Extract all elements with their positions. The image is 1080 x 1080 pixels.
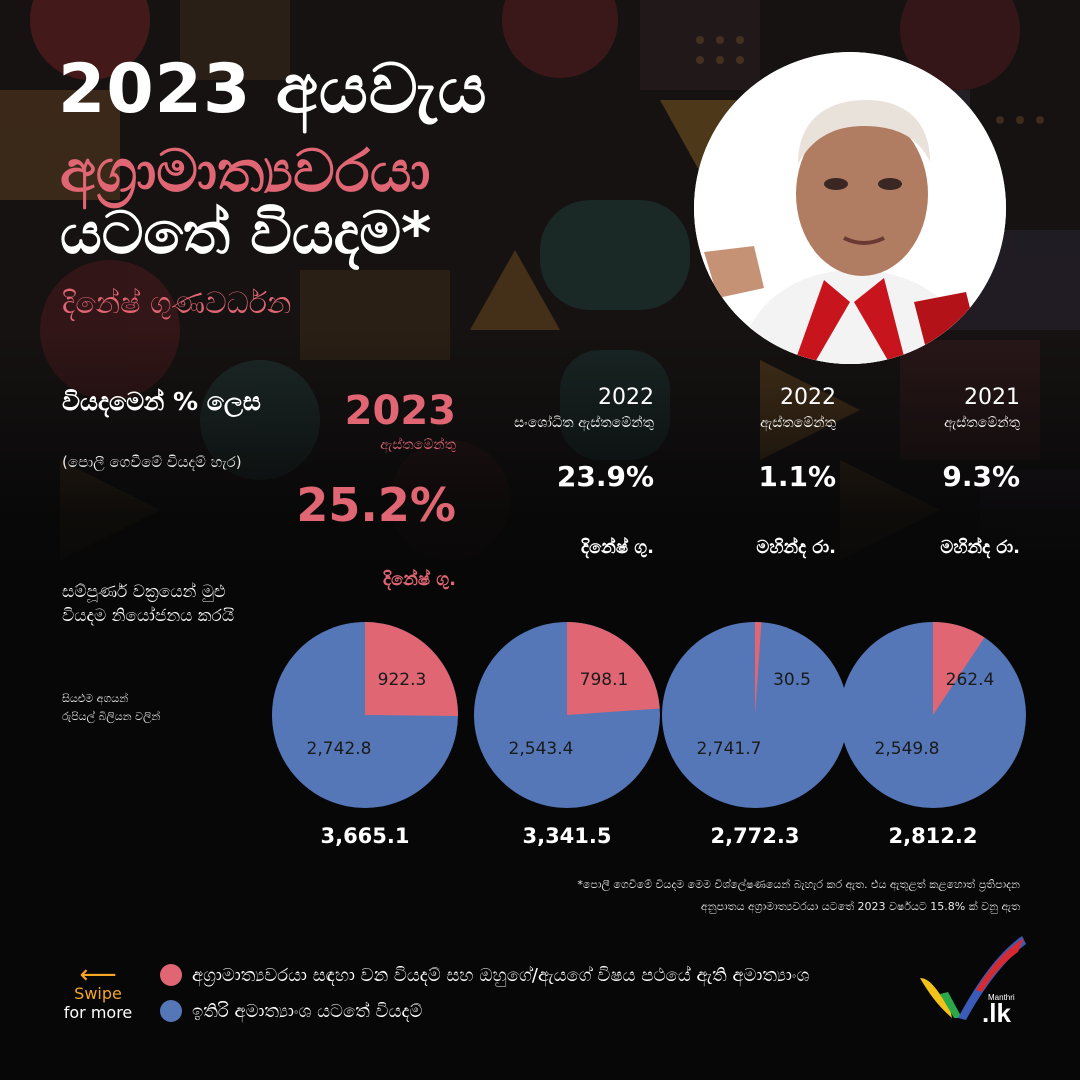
column-leader: මහින්ද රා. [756, 537, 836, 558]
column-leader: දිනේෂ් ගු. [382, 569, 456, 590]
arrow-left-icon: ⟵ [79, 960, 117, 990]
manthri-logo: Manthri .lk [920, 936, 1026, 1024]
column-percent: 23.9% [556, 460, 654, 493]
column-percent: 25.2% [296, 478, 456, 532]
pie-label-pm: 922.3 [378, 670, 427, 690]
footnote-line-1: *පොලී ගෙවීමේ වියදම මෙම විශ්ලේෂණයෙන් බැහැ… [577, 878, 1020, 891]
pie-label-other: 2,742.8 [307, 739, 372, 759]
column-label: ඇස්තමේන්තු [380, 437, 456, 453]
pie-label-pm: 798.1 [580, 670, 629, 690]
legend-swatch-blue [160, 1000, 182, 1022]
column-leader: දිනේෂ් ගු. [580, 537, 654, 558]
portrait-photo [694, 52, 1006, 364]
pie-label-pm: 262.4 [946, 670, 995, 690]
pie-label-other: 2,543.4 [509, 739, 574, 759]
pie-label-other: 2,549.8 [875, 739, 940, 759]
subtitle: දිනේෂ් ගුණවර්ධන [62, 286, 292, 321]
legend-label: ඉතිරි අමාත්‍යාංශ යටතේ වියදම් [192, 1000, 423, 1022]
footnote-line-2: අනුපාතය අග්‍රාමාත්‍යවරයා යටතේ 2023 වර්ෂය… [700, 900, 1020, 913]
pie-slice-pm [755, 622, 762, 715]
column-year: 2023 [344, 388, 456, 434]
column-label: සංශෝධිත ඇස්තමේන්තු [514, 415, 654, 431]
legend-item-other: ඉතිරි අමාත්‍යාංශ යටතේ වියදම් [160, 996, 422, 1026]
pie-unit-note: සියළුම අගයන් රුපියල් බිලියන වලින් [62, 692, 161, 723]
legend-label: අග්‍රාමාත්‍යවරයා සඳහා වන වියදම් සහ ඔහුගේ… [192, 964, 810, 986]
pie-total: 3,665.1 [320, 824, 410, 848]
legend-swatch-red [160, 964, 182, 986]
title-line-2: අග්‍රාමාත්‍යවරයා [60, 137, 431, 205]
logo-top-text: Manthri [988, 993, 1015, 1002]
pie-label-other: 2,741.7 [697, 739, 762, 759]
column-year: 2021 [964, 385, 1020, 410]
column-2021-estimate: 2021 ඇස්තමේන්තු 9.3% මහින්ද රා. [860, 384, 1020, 560]
pie-total: 3,341.5 [522, 824, 612, 848]
swipe-text: Swipe [74, 984, 122, 1003]
title-line-1: 2023 අයවැය [58, 50, 488, 129]
pie-label-pm: 30.5 [773, 670, 811, 690]
column-year: 2022 [780, 385, 836, 410]
column-leader: මහින්ද රා. [940, 537, 1020, 558]
column-year: 2022 [598, 385, 654, 410]
pie-slice-pm [933, 622, 985, 715]
column-label: ඇස්තමේන්තු [944, 415, 1020, 431]
logo-main-text: .lk [982, 998, 1011, 1024]
legend-item-pm: අග්‍රාමාත්‍යවරයා සඳහා වන වියදම් සහ ඔහුගේ… [160, 960, 809, 990]
column-label: ඇස්තමේන්තු [760, 415, 836, 431]
column-2022-estimate: 2022 ඇස්තමේන්තු 1.1% මහින්ද රා. [676, 384, 836, 560]
column-2022-revised: 2022 සංශෝධිත ඇස්තමේන්තු 23.9% දිනේෂ් ගු. [494, 384, 654, 560]
percent-row-title: වියදමෙන් % ලෙස [62, 387, 261, 416]
footnote: *පොලී ගෙවීමේ වියදම මෙම විශ්ලේෂණයෙන් බැහැ… [460, 874, 1020, 918]
title-line-3: යටතේ වියදම* [60, 199, 432, 267]
pie-description: සම්පූර්ණ වක්‍රයෙන් මුළු වියදම නියෝජනය කර… [62, 582, 235, 626]
background-fade [0, 330, 1080, 630]
pie-slice-pm [567, 622, 660, 715]
swipe-subtext: for more [63, 1003, 133, 1022]
pie-total: 2,812.2 [888, 824, 978, 848]
pie-slice-pm [365, 622, 459, 716]
pie-total: 2,772.3 [710, 824, 800, 848]
swipe-hint[interactable]: ⟵ Swipe for more [58, 960, 138, 1023]
percent-row-note: (පොලී ගෙවීමේ වියදම් හැර) [62, 453, 242, 471]
column-percent: 1.1% [758, 460, 836, 493]
column-2023-estimate: 2023 ඇස්තමේන්තු 25.2% දිනේෂ් ගු. [296, 388, 456, 592]
column-percent: 9.3% [942, 460, 1020, 493]
